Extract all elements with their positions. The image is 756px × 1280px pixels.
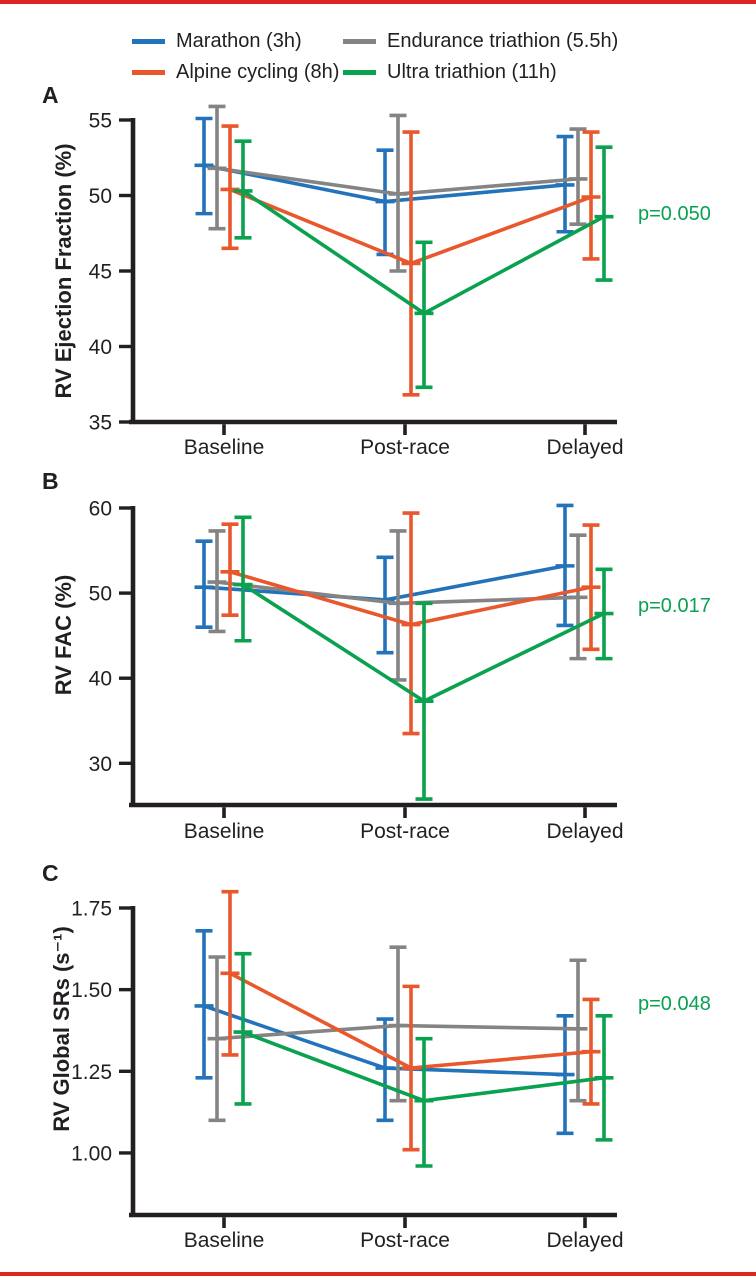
bottom-red-rule — [0, 1272, 756, 1276]
y-tick-label: 60 — [89, 498, 112, 521]
x-category-label: Post-race — [360, 820, 450, 843]
panel-b-letter: B — [42, 468, 59, 494]
panel-a-p-value: p=0.050 — [638, 203, 711, 225]
y-tick-label: 1.25 — [71, 1061, 112, 1084]
legend-label: Marathon (3h) — [176, 29, 302, 52]
series-alpine-cycling-8h — [220, 511, 601, 736]
y-tick-label: 1.75 — [71, 898, 112, 921]
x-category-label: Baseline — [184, 820, 265, 843]
y-tick-label: 55 — [89, 110, 112, 133]
y-tick-label: 40 — [89, 336, 112, 359]
y-tick-label: 30 — [89, 753, 112, 776]
y-tick-label: 45 — [89, 261, 112, 284]
x-category-label: Delayed — [546, 436, 623, 459]
x-category-label: Baseline — [184, 436, 265, 459]
x-category-label: Delayed — [546, 820, 623, 843]
panel-c-letter: C — [42, 860, 59, 886]
panel-a-plot: 35 40 45 50 55 Baseline Post-race Delayed — [89, 104, 624, 459]
legend-label: Ultra triathion (11h) — [387, 60, 557, 83]
legend-item-endurance-triathion: Endurance triathion (5.5h) — [343, 29, 618, 53]
series-alpine-cycling-8h — [220, 889, 601, 1152]
endurance-triathion-line-swatch — [343, 38, 376, 44]
legend-item-marathon: Marathon (3h) — [132, 29, 302, 53]
legend-item-alpine-cycling: Alpine cycling (8h) — [132, 60, 339, 84]
series-marathon-3h — [194, 116, 575, 257]
legend-item-ultra-triathion: Ultra triathion (11h) — [343, 60, 557, 84]
series-endurance-triathion-5-5h — [207, 104, 588, 273]
ultra-triathion-line-swatch — [343, 69, 376, 75]
y-tick-label: 35 — [89, 412, 112, 435]
top-red-rule — [0, 0, 756, 4]
series-endurance-triathion-5-5h — [207, 945, 588, 1123]
series-ultra-triathion-11h — [233, 139, 614, 390]
y-tick-label: 50 — [89, 185, 112, 208]
x-category-label: Post-race — [360, 436, 450, 459]
series-ultra-triathion-11h — [233, 951, 614, 1168]
panel-c-plot: 1.00 1.25 1.50 1.75 Baseline Post-race Delayed — [71, 889, 624, 1252]
y-tick-label: 50 — [89, 583, 112, 606]
series-alpine-cycling-8h — [220, 124, 601, 397]
y-tick-label: 1.00 — [71, 1142, 112, 1165]
series-ultra-triathion-11h — [233, 515, 614, 801]
x-category-label: Post-race — [360, 1229, 450, 1252]
panel-c-p-value: p=0.048 — [638, 993, 711, 1015]
alpine-cycling-line-swatch — [132, 69, 165, 75]
series-marathon-3h — [194, 929, 575, 1136]
panel-b-plot: 30 40 50 60 Baseline Post-race Delayed — [89, 498, 624, 844]
series-marathon-3h — [194, 503, 575, 655]
legend-label: Alpine cycling (8h) — [176, 60, 340, 83]
legend-label: Endurance triathion (5.5h) — [387, 29, 619, 52]
y-tick-label: 40 — [89, 668, 112, 691]
panel-b-p-value: p=0.017 — [638, 595, 711, 617]
y-tick-label: 1.50 — [71, 979, 112, 1002]
marathon-line-swatch — [132, 38, 165, 44]
x-category-label: Baseline — [184, 1229, 265, 1252]
x-category-label: Delayed — [546, 1229, 623, 1252]
series-endurance-triathion-5-5h — [207, 529, 588, 682]
panel-a-letter: A — [42, 82, 59, 108]
